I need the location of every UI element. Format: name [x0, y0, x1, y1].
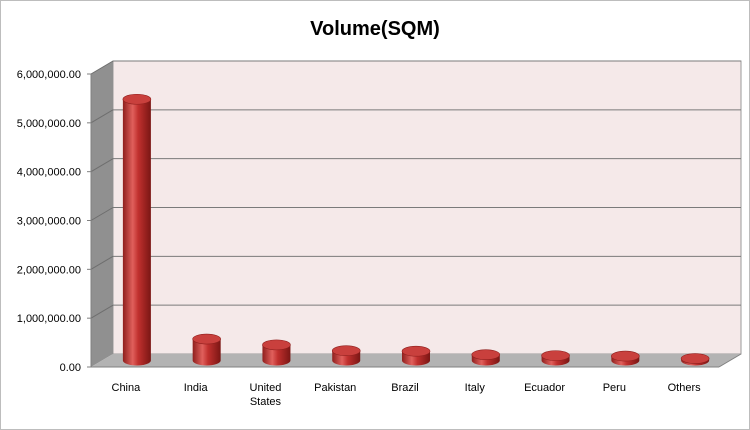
x-axis-labels: China India United States Pakistan Brazil Ital… — [112, 382, 702, 408]
y-tick-label: 5,000,000.00 — [17, 118, 81, 130]
y-tick-label: 3,000,000.00 — [17, 216, 81, 228]
x-tick-label: Pakistan — [314, 382, 356, 394]
x-tick-label: Others — [668, 382, 702, 394]
bar — [262, 339, 291, 366]
bar-body — [122, 99, 151, 366]
chart-walls — [91, 60, 742, 367]
x-tick-label: Italy — [465, 382, 486, 394]
bar-body — [262, 344, 291, 366]
bar-top — [262, 339, 291, 351]
chart-title: Volume(SQM) — [310, 18, 440, 40]
gridline-depth — [90, 60, 114, 75]
bar-top — [541, 350, 570, 361]
y-tick-label: 2,000,000.00 — [17, 264, 81, 276]
x-tick-label: China — [112, 382, 142, 394]
bar — [680, 353, 710, 366]
gridlines — [90, 60, 741, 319]
bar — [401, 345, 431, 366]
bar-top — [680, 353, 710, 364]
bar — [471, 349, 501, 366]
x-tick-label: United States — [250, 382, 282, 408]
gridline-depth — [90, 158, 114, 173]
bar-top — [122, 93, 152, 105]
x-tick-label: Ecuador — [524, 382, 565, 394]
y-axis-ticks: 0.00 1,000,000.00 2,000,000.00 3,000,000.00… — [17, 69, 742, 374]
bar — [611, 350, 640, 366]
x-tick-label: India — [184, 382, 209, 394]
y-tick-label: 4,000,000.00 — [17, 167, 81, 179]
gridline-depth — [90, 304, 114, 319]
y-tick-label: 1,000,000.00 — [17, 313, 81, 325]
bar — [541, 350, 570, 366]
bar-top — [471, 349, 501, 360]
bar-top — [192, 333, 221, 345]
bar-top — [611, 350, 640, 362]
x-tick-label: Brazil — [391, 382, 419, 394]
y-tick-label: 6,000,000.00 — [17, 69, 81, 81]
floor-edge — [718, 353, 742, 368]
gridline-depth — [90, 207, 114, 221]
y-tick-label: 0.00 — [60, 362, 81, 374]
bars — [122, 93, 710, 366]
bar-top — [331, 345, 361, 357]
bar — [331, 345, 361, 366]
x-tick-label: Peru — [603, 382, 626, 394]
bar — [192, 333, 221, 366]
gridline-depth — [90, 109, 114, 124]
bar-top — [401, 345, 431, 357]
gridline-depth — [90, 255, 114, 270]
bar — [122, 93, 152, 366]
bar-body — [192, 339, 221, 366]
